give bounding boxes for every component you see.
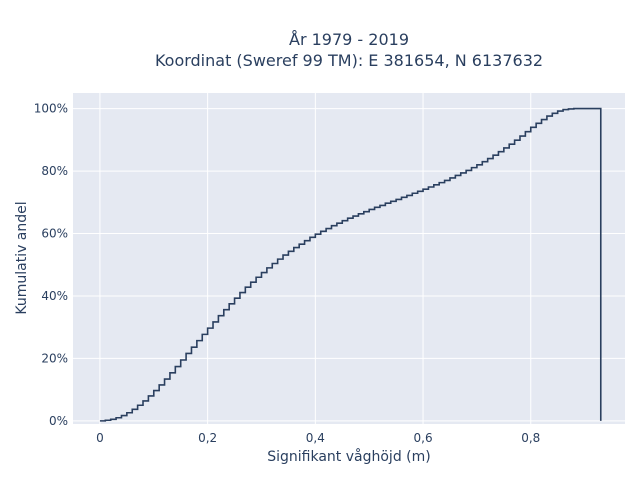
y-axis-title: Kumulativ andel xyxy=(14,201,30,314)
x-tick-label: 0,4 xyxy=(306,431,325,445)
y-tick-label: 0% xyxy=(49,414,68,428)
x-axis-title: Signifikant våghöjd (m) xyxy=(267,448,430,465)
tick-labels: 0 0,2 0,4 0,6 0,8 0% 20% 40% 60% 80% 100% xyxy=(34,102,541,445)
y-tick-label: 60% xyxy=(41,227,68,241)
chart-title-line-2: Koordinat (Sweref 99 TM): E 381654, N 61… xyxy=(155,51,543,70)
y-tick-label: 100% xyxy=(34,102,68,116)
x-tick-label: 0,2 xyxy=(198,431,217,445)
x-tick-label: 0 xyxy=(96,431,104,445)
y-tick-label: 40% xyxy=(41,289,68,303)
chart-title-line-1: År 1979 - 2019 xyxy=(289,30,409,49)
grid-lines xyxy=(73,93,625,424)
y-tick-label: 20% xyxy=(41,351,68,365)
plot-area xyxy=(73,93,625,424)
cdf-step-line xyxy=(99,107,602,422)
y-tick-label: 80% xyxy=(41,164,68,178)
x-tick-label: 0,8 xyxy=(521,431,540,445)
x-tick-label: 0,6 xyxy=(414,431,433,445)
